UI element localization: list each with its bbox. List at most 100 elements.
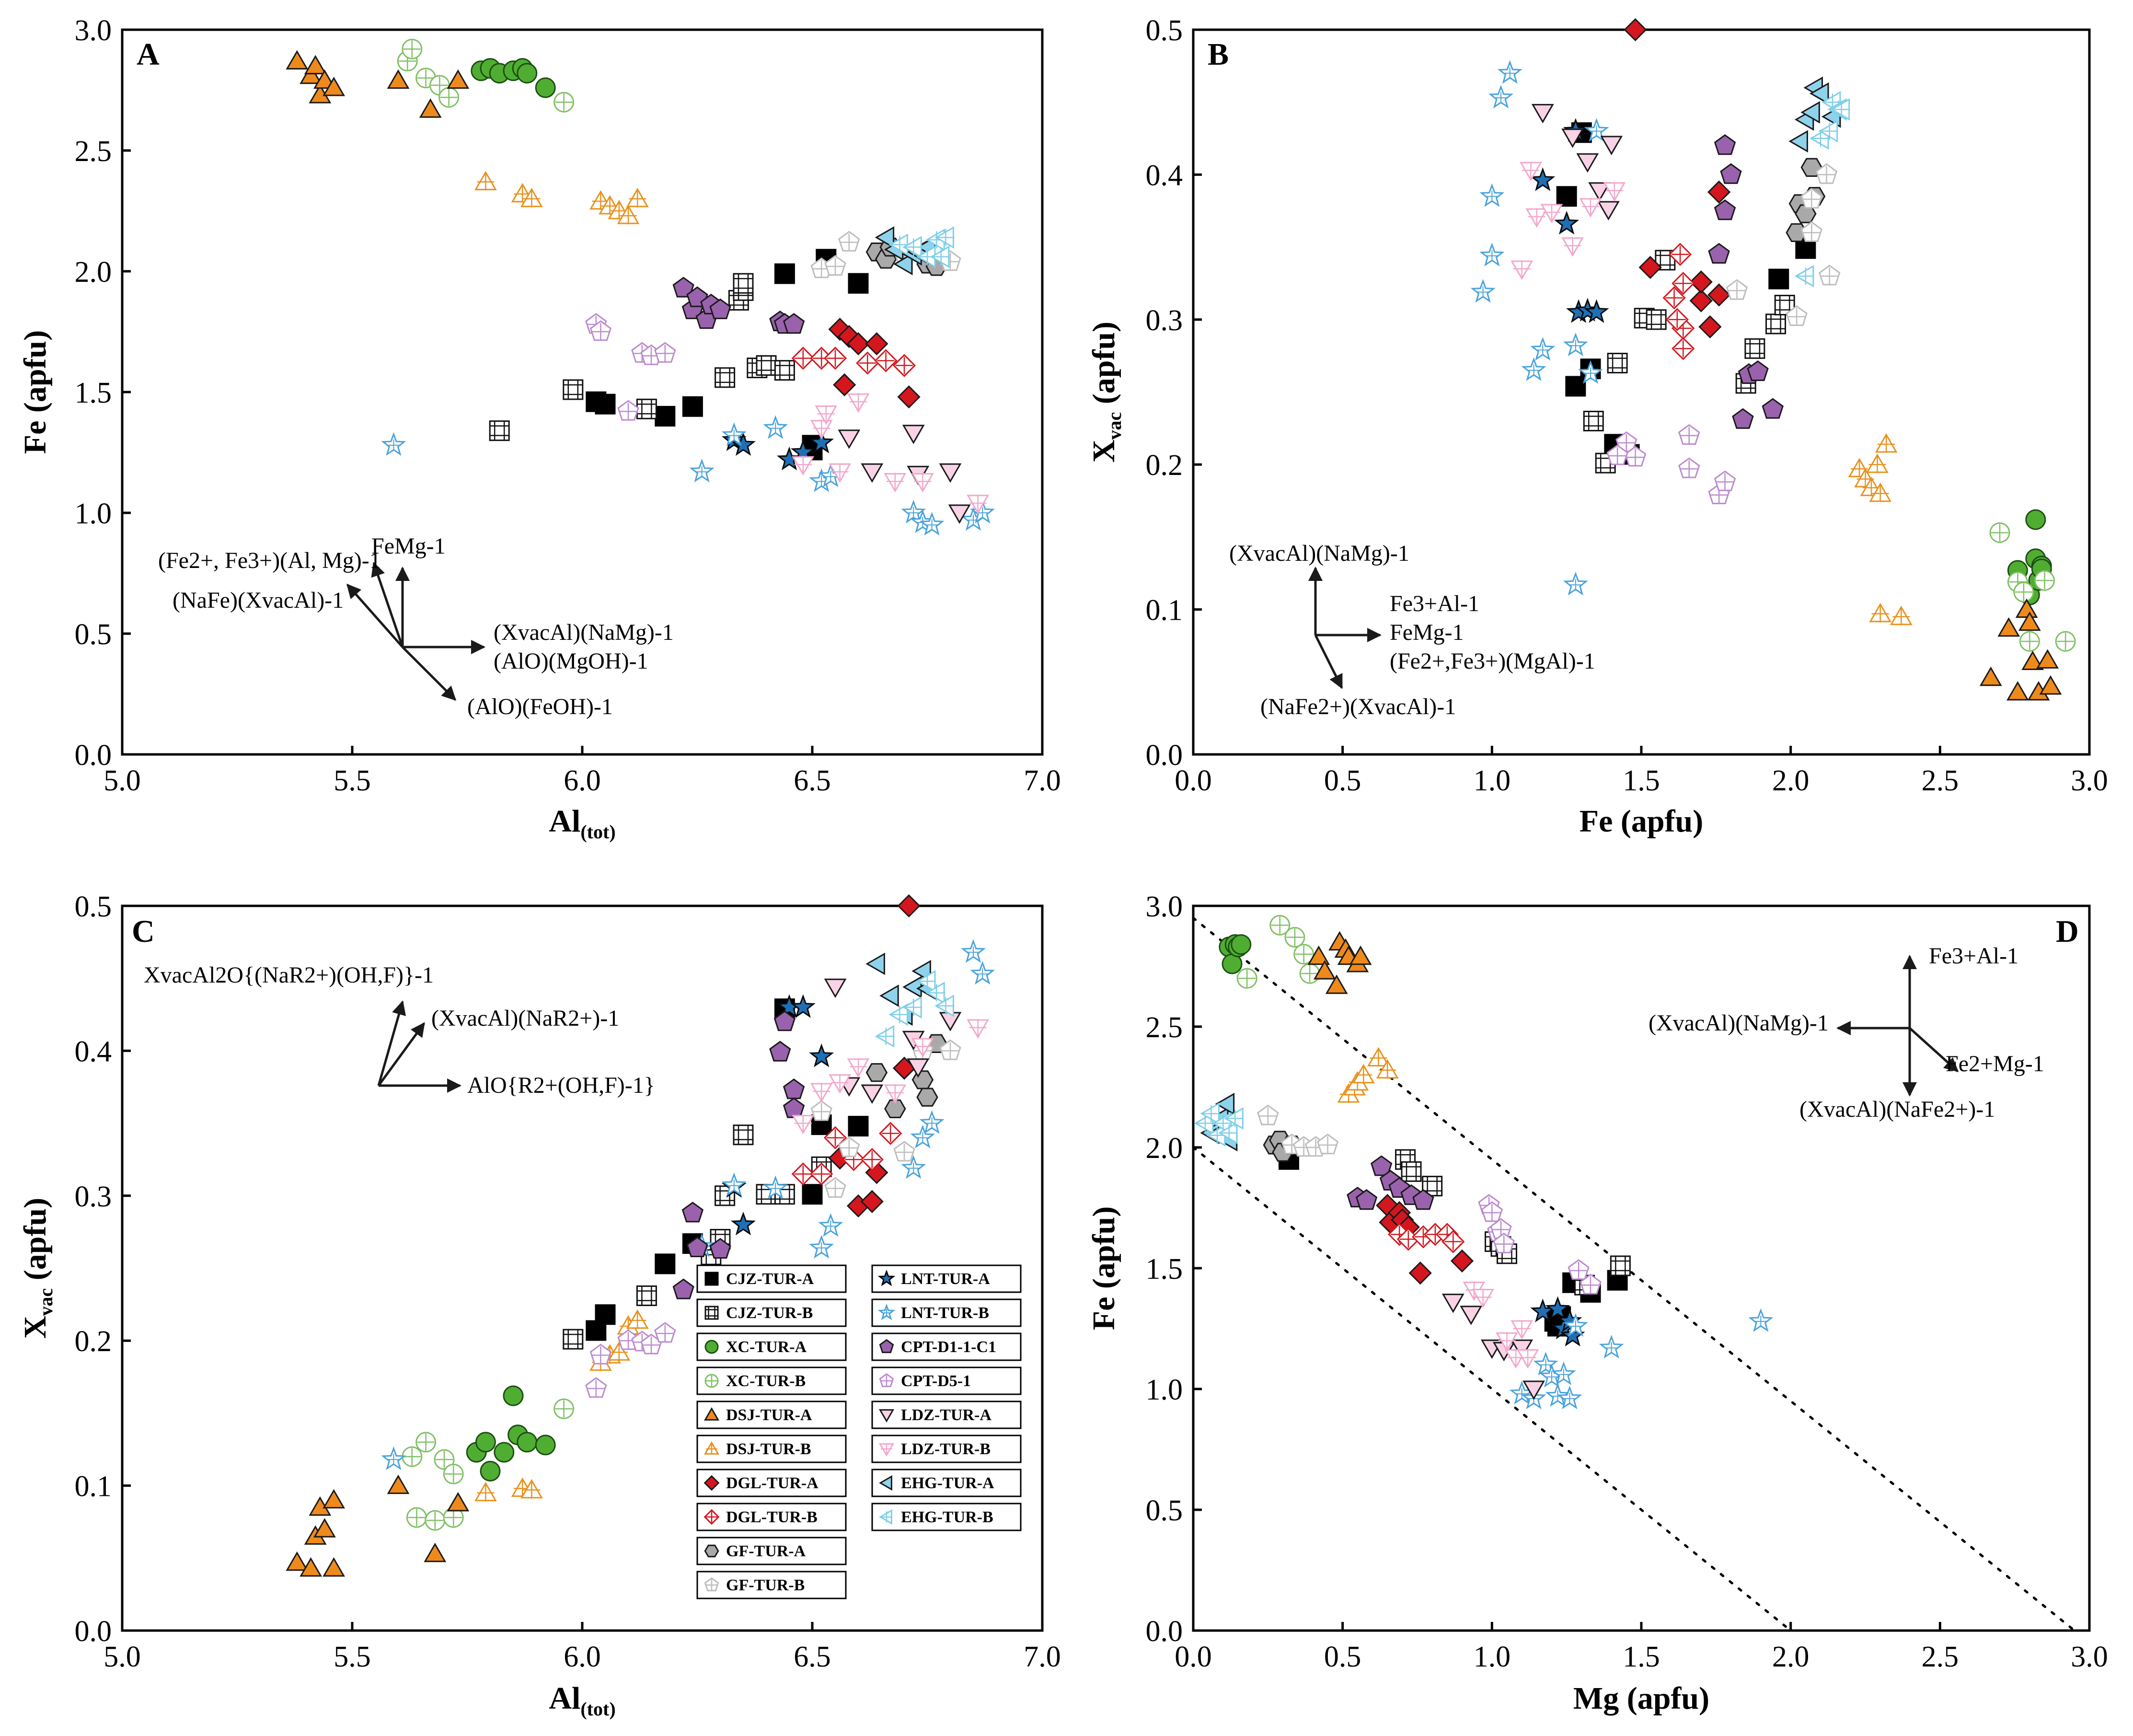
series-cjz-tur-b [489, 273, 795, 441]
data-point [1325, 974, 1348, 994]
legend-item: GF-TUR-B [696, 1571, 847, 1599]
data-point [907, 1058, 930, 1078]
data-point [809, 429, 834, 453]
panel-a: 5.0 5.5 6.0 6.5 7.0 0.00.51.01.52.02.53.0 A … [18, 14, 1061, 843]
legend-label: XC-TUR-B [726, 1372, 806, 1390]
legend-item: XC-TUR-B [696, 1366, 847, 1395]
legend: CJZ-TUR-A CJZ-TUR-B XC-TUR-A XC-TUR-B DSJ-TU… [696, 1264, 1022, 1599]
y-tick-label-b: 0.4 [1146, 159, 1183, 192]
data-point [902, 425, 925, 444]
data-point [783, 313, 805, 334]
series-dsj-tur-b [474, 171, 649, 225]
x-ticks-b: 0.0 0.5 1.0 1.5 2.0 2.5 3.0 [1175, 746, 2108, 797]
data-point [1744, 338, 1765, 359]
y-tick-label-c: 0.4 [75, 1035, 112, 1068]
data-point [419, 98, 442, 118]
vector-nafe2 [1314, 634, 1343, 689]
data-point [323, 1557, 345, 1577]
data-point [948, 504, 971, 524]
data-point [617, 205, 640, 225]
data-point [1231, 934, 1252, 955]
data-point [2025, 509, 2046, 530]
data-point [774, 360, 795, 381]
data-point [1401, 1161, 1422, 1182]
data-point [640, 1333, 662, 1354]
data-point [1600, 136, 1623, 155]
data-point [911, 1038, 934, 1058]
data-point [1698, 315, 1722, 339]
series-cpt-d1-1-c1 [672, 1010, 805, 1299]
series-ehg-tur-b [1794, 91, 1850, 288]
data-point [721, 1172, 747, 1196]
data-point [930, 245, 950, 268]
data-point [1530, 167, 1556, 191]
legend-label: LNT-TUR-A [901, 1270, 990, 1288]
data-point [897, 385, 921, 409]
data-point [792, 1114, 815, 1134]
data-point [387, 1474, 410, 1494]
data-point [1554, 210, 1580, 235]
points-a [286, 38, 995, 536]
data-point [846, 332, 870, 356]
x-tick-label-d: 3.0 [2071, 1641, 2108, 1673]
data-point [810, 1100, 832, 1121]
y-axis-title-b: Xvac (apfu) [1086, 322, 1125, 463]
data-point [655, 405, 676, 427]
x-axis-title-c: Al(tot) [549, 1681, 615, 1720]
y-tick-label-a: 1.0 [75, 498, 112, 530]
data-point [721, 422, 747, 446]
data-point [1412, 1189, 1434, 1210]
data-point [911, 473, 934, 493]
data-point [792, 456, 815, 476]
data-point [1800, 221, 1822, 242]
data-point [1989, 522, 2010, 543]
data-point [1540, 204, 1563, 223]
data-point [1200, 1102, 1220, 1125]
data-point [2021, 650, 2044, 670]
series-ldz-tur-a [1531, 104, 1623, 220]
data-point [489, 420, 510, 441]
series-ldz-tur-a [824, 978, 962, 1104]
data-point [960, 939, 986, 963]
data-point [443, 1463, 464, 1484]
data-point [1578, 360, 1603, 384]
data-point [381, 1446, 406, 1470]
series-ldz-tur-a [838, 425, 971, 524]
data-point [1470, 278, 1496, 303]
data-point [1316, 1134, 1339, 1155]
data-point [1215, 1092, 1235, 1115]
x-tick-label-a: 5.5 [334, 764, 371, 797]
data-point [672, 277, 694, 298]
y-tick-label-c: 0.2 [75, 1325, 112, 1358]
series-lnt-tur-b [1470, 60, 1609, 596]
data-point [810, 347, 833, 370]
legend-item: EHG-TUR-A [871, 1469, 1022, 1497]
data-point [585, 1377, 607, 1398]
data-point [875, 226, 895, 249]
legend-marker [704, 1577, 719, 1592]
data-point [1707, 283, 1731, 307]
data-point [733, 273, 754, 294]
data-point [774, 263, 795, 284]
legend-item: DGL-TUR-B [696, 1503, 847, 1531]
guide-line [1192, 916, 2076, 1632]
x-tick-label-b: 1.0 [1474, 764, 1511, 797]
data-point [381, 432, 406, 456]
legend-item: GF-TUR-A [696, 1537, 847, 1565]
data-point [1580, 1273, 1602, 1295]
plot-frame-d [1192, 904, 2091, 1632]
data-point [1678, 424, 1700, 445]
vector-fe2-mg [1909, 1027, 1959, 1073]
data-point [1689, 289, 1713, 312]
panel-c: 5.0 5.5 6.0 6.5 7.0 0.0 0.1 0.2 0.3 0.4 0.5 C Al(… [18, 891, 1061, 1720]
series-ldz-tur-a [1441, 1294, 1545, 1400]
data-point [1460, 1306, 1483, 1325]
legend-item: DSJ-TUR-B [696, 1435, 847, 1463]
data-point [686, 1236, 708, 1257]
series-cpt-d5-1 [585, 313, 676, 421]
data-point [1597, 201, 1620, 220]
y-tick-label-c: 0.5 [75, 891, 112, 923]
data-point [1563, 332, 1588, 357]
legend-label: LDZ-TUR-B [901, 1440, 991, 1458]
data-point [709, 298, 731, 319]
